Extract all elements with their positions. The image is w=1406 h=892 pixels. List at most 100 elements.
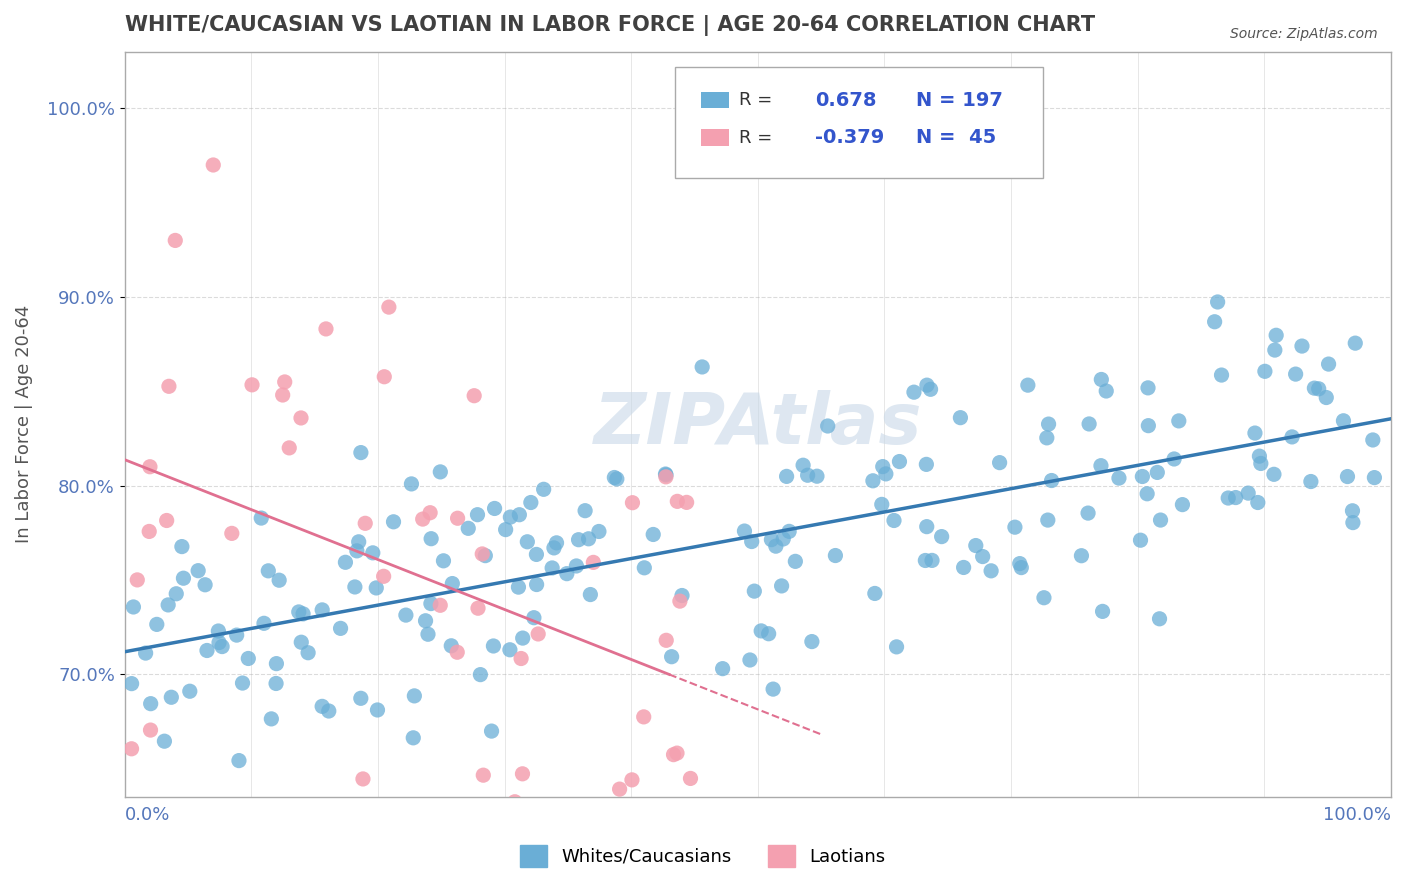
Point xyxy=(271,388,294,402)
Point xyxy=(1036,513,1059,527)
Point xyxy=(470,667,492,681)
Point xyxy=(1108,471,1130,485)
Point xyxy=(1341,516,1364,530)
Point xyxy=(1137,418,1160,433)
Point xyxy=(419,597,441,611)
Point xyxy=(1040,474,1063,488)
Point xyxy=(221,526,243,541)
Point xyxy=(495,523,517,537)
Point xyxy=(762,682,785,697)
Point xyxy=(952,560,974,574)
Point xyxy=(875,467,897,481)
Point xyxy=(655,633,678,648)
Point xyxy=(965,539,987,553)
Text: 100.0%: 100.0% xyxy=(1323,806,1391,824)
Point xyxy=(606,472,628,486)
Point xyxy=(395,608,418,623)
Point xyxy=(366,703,388,717)
Point xyxy=(1004,520,1026,534)
Point xyxy=(1090,458,1112,473)
Point xyxy=(1206,295,1229,310)
Point xyxy=(744,584,766,599)
Point xyxy=(484,501,506,516)
Point xyxy=(609,782,631,797)
Point xyxy=(621,496,644,510)
Point xyxy=(139,697,162,711)
Point xyxy=(194,578,217,592)
Point xyxy=(463,389,485,403)
Point xyxy=(527,627,550,641)
Point xyxy=(366,581,388,595)
Point xyxy=(1149,513,1171,527)
Point xyxy=(749,624,772,638)
Point xyxy=(1247,495,1270,509)
Point xyxy=(467,508,489,522)
Point xyxy=(669,594,692,608)
Point xyxy=(346,544,368,558)
Point xyxy=(253,616,276,631)
Point xyxy=(690,359,713,374)
Point xyxy=(347,534,370,549)
Point xyxy=(655,467,678,482)
Point xyxy=(382,515,405,529)
Point xyxy=(1129,533,1152,548)
Point xyxy=(510,651,533,665)
Point xyxy=(738,653,761,667)
Point xyxy=(1136,487,1159,501)
Point xyxy=(122,599,145,614)
Point xyxy=(1264,343,1286,357)
Text: R =: R = xyxy=(738,91,772,109)
Point xyxy=(269,573,291,587)
Point xyxy=(373,369,395,384)
Point xyxy=(415,822,437,837)
Point xyxy=(627,827,650,841)
Point xyxy=(758,626,780,640)
Point xyxy=(711,662,734,676)
Point xyxy=(1078,417,1101,431)
Point xyxy=(671,589,693,603)
Point xyxy=(1249,449,1271,463)
Point xyxy=(633,561,655,575)
Point xyxy=(429,465,451,479)
Point xyxy=(533,483,555,497)
Point xyxy=(1303,381,1326,395)
Point xyxy=(202,158,225,172)
Point xyxy=(603,470,626,484)
Point xyxy=(354,516,377,531)
Point xyxy=(785,554,807,568)
Point xyxy=(988,456,1011,470)
Point xyxy=(1137,381,1160,395)
Point xyxy=(1017,378,1039,392)
Point xyxy=(165,587,187,601)
Point xyxy=(579,588,602,602)
Point xyxy=(1036,431,1059,445)
Point xyxy=(1364,470,1386,484)
Point xyxy=(921,553,943,567)
Point xyxy=(471,547,494,561)
Point xyxy=(1149,612,1171,626)
Point xyxy=(503,795,526,809)
Point xyxy=(666,494,689,508)
Point xyxy=(1171,498,1194,512)
Point xyxy=(292,607,315,621)
Text: Source: ZipAtlas.com: Source: ZipAtlas.com xyxy=(1230,27,1378,41)
Point xyxy=(512,767,534,781)
Point xyxy=(335,555,357,569)
Point xyxy=(1254,364,1277,378)
Point xyxy=(516,534,538,549)
Point xyxy=(1225,491,1247,505)
Legend: Whites/Caucasians, Laotians: Whites/Caucasians, Laotians xyxy=(513,838,893,874)
Point xyxy=(661,649,683,664)
Point xyxy=(565,558,588,573)
Point xyxy=(211,640,233,654)
Point xyxy=(824,549,846,563)
Point xyxy=(373,569,395,583)
Point xyxy=(195,643,218,657)
Point xyxy=(266,657,288,671)
Point xyxy=(915,519,938,533)
Point xyxy=(472,768,495,782)
Point xyxy=(404,689,426,703)
Point xyxy=(666,746,689,760)
Point xyxy=(792,458,814,473)
Point xyxy=(1263,467,1285,482)
